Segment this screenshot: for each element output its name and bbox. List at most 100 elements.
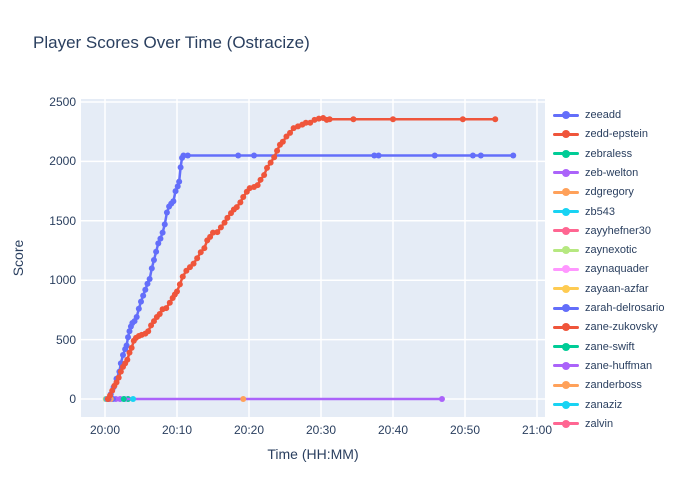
legend-dot-icon xyxy=(562,381,570,390)
legend-label: zayyhefner30 xyxy=(585,224,652,237)
series-marker-zeeadd xyxy=(510,152,517,159)
legend-label: zane-swift xyxy=(585,340,635,353)
legend-marker-icon xyxy=(553,149,579,158)
series-marker-zdgregory xyxy=(240,396,247,402)
series-marker-zeeadd xyxy=(126,328,133,335)
series-marker-zedd-epstein xyxy=(221,219,228,226)
x-tick-label: 20:30 xyxy=(305,423,337,437)
legend-item-zebraless[interactable]: zebraless xyxy=(553,145,632,163)
legend-marker-icon xyxy=(553,130,579,139)
y-axis-title: Score xyxy=(10,239,26,277)
series-marker-zedd-epstein xyxy=(459,116,466,123)
legend-item-zarah-delrosario[interactable]: zarah-delrosario xyxy=(553,299,664,317)
legend-item-zaynaquader[interactable]: zaynaquader xyxy=(553,260,649,278)
legend-marker-icon xyxy=(553,207,579,216)
legend-dot-icon xyxy=(562,207,570,216)
series-marker-zedd-epstein xyxy=(267,159,274,166)
legend-label: zb543 xyxy=(585,205,615,218)
legend-item-zeb-welton[interactable]: zeb-welton xyxy=(553,164,638,182)
x-tick-label: 20:50 xyxy=(449,423,481,437)
legend-label: zane-huffman xyxy=(585,359,653,372)
series-marker-zeeadd xyxy=(120,352,126,359)
legend-dot-icon xyxy=(562,149,570,158)
legend-item-zb543[interactable]: zb543 xyxy=(553,203,615,221)
legend-item-zanderboss[interactable]: zanderboss xyxy=(553,376,642,394)
series-marker-zedd-epstein xyxy=(124,356,131,363)
legend-item-zeeadd[interactable]: zeeadd xyxy=(553,106,621,124)
series-marker-zeeadd xyxy=(184,152,191,159)
legend-item-zane-zukovsky[interactable]: zane-zukovsky xyxy=(553,318,658,336)
series-marker-zedd-epstein xyxy=(257,176,264,183)
series-marker-zedd-epstein xyxy=(279,138,286,145)
x-tick-label: 20:00 xyxy=(89,423,121,437)
y-tick-label: 2500 xyxy=(49,95,76,109)
legend-item-zdgregory[interactable]: zdgregory xyxy=(553,183,634,201)
legend-item-zaynexotic[interactable]: zaynexotic xyxy=(553,241,637,259)
legend-marker-icon xyxy=(553,168,579,177)
series-marker-zedd-epstein xyxy=(176,281,183,288)
series-marker-zedd-epstein xyxy=(326,116,333,123)
series-marker-zeeadd xyxy=(163,209,170,216)
legend-item-zayaan-azfar[interactable]: zayaan-azfar xyxy=(553,280,649,298)
legend-marker-icon xyxy=(553,111,579,119)
series-marker-zeeadd xyxy=(140,292,147,299)
series-marker-zedd-epstein xyxy=(197,249,204,256)
legend-marker-icon xyxy=(553,400,579,409)
legend-item-zane-swift[interactable]: zane-swift xyxy=(553,338,635,356)
legend-label: zanaziz xyxy=(585,398,623,411)
legend-item-zalvin[interactable]: zalvin xyxy=(553,415,613,433)
series-marker-zedd-epstein xyxy=(307,119,314,126)
series-marker-zeeadd xyxy=(469,152,476,159)
legend-label: zaynaquader xyxy=(585,263,649,276)
series-marker-zedd-epstein xyxy=(145,328,152,335)
legend-item-zedd-epstein[interactable]: zedd-epstein xyxy=(553,125,648,143)
y-tick-label: 0 xyxy=(69,392,76,406)
legend-item-zayyhefner30[interactable]: zayyhefner30 xyxy=(553,222,651,240)
series-marker-zedd-epstein xyxy=(254,182,261,189)
legend-label: zarah-delrosario xyxy=(585,302,665,314)
legend-dot-icon xyxy=(562,265,570,274)
series-marker-zane-swift xyxy=(120,396,127,402)
series-marker-zedd-epstein xyxy=(264,164,270,171)
series-marker-zedd-epstein xyxy=(287,129,294,136)
legend-label: zedd-epstein xyxy=(585,128,648,141)
legend-marker-icon xyxy=(553,342,579,351)
legend-marker-icon xyxy=(553,419,579,428)
x-tick-label: 20:40 xyxy=(377,423,409,437)
series-marker-zeeadd xyxy=(180,152,187,159)
legend-dot-icon xyxy=(562,400,570,409)
legend-label: zalvin xyxy=(585,417,614,430)
legend-marker-icon xyxy=(553,304,579,312)
series-marker-zeeadd xyxy=(155,240,162,247)
legend-dot-icon xyxy=(562,304,570,312)
legend-dot-icon xyxy=(562,361,570,370)
series-marker-zedd-epstein xyxy=(117,368,124,375)
series-marker-zedd-epstein xyxy=(274,147,281,154)
legend-dot-icon xyxy=(562,168,570,177)
series-marker-zeeadd xyxy=(161,221,168,228)
series-marker-zeeadd xyxy=(157,235,164,242)
legend-marker-icon xyxy=(553,381,579,390)
series-marker-zeeadd xyxy=(153,248,160,255)
series-marker-zedd-epstein xyxy=(128,344,135,351)
series-marker-zedd-epstein xyxy=(166,299,173,306)
series-marker-zedd-epstein xyxy=(224,214,231,221)
legend-label: zane-zukovsky xyxy=(585,321,658,334)
legend-marker-icon xyxy=(553,265,579,274)
series-marker-zedd-epstein xyxy=(233,204,240,211)
series-marker-zedd-epstein xyxy=(261,172,268,179)
y-tick-label: 500 xyxy=(55,332,76,347)
chart-title: Player Scores Over Time (Ostracize) xyxy=(33,33,310,52)
series-marker-zedd-epstein xyxy=(190,260,197,267)
legend-label: zayaan-azfar xyxy=(585,282,649,295)
x-axis-title: Time (HH:MM) xyxy=(267,446,359,462)
series-marker-zedd-epstein xyxy=(302,119,309,126)
series-marker-zedd-epstein xyxy=(194,255,201,262)
y-tick-label: 1000 xyxy=(49,273,76,288)
plot-area[interactable] xyxy=(81,99,545,417)
legend-item-zane-huffman[interactable]: zane-huffman xyxy=(553,357,652,375)
series-marker-zedd-epstein xyxy=(492,116,499,123)
legend-marker-icon xyxy=(553,226,579,235)
legend-item-zanaziz[interactable]: zanaziz xyxy=(553,396,622,414)
series-marker-zeeadd xyxy=(159,229,166,236)
